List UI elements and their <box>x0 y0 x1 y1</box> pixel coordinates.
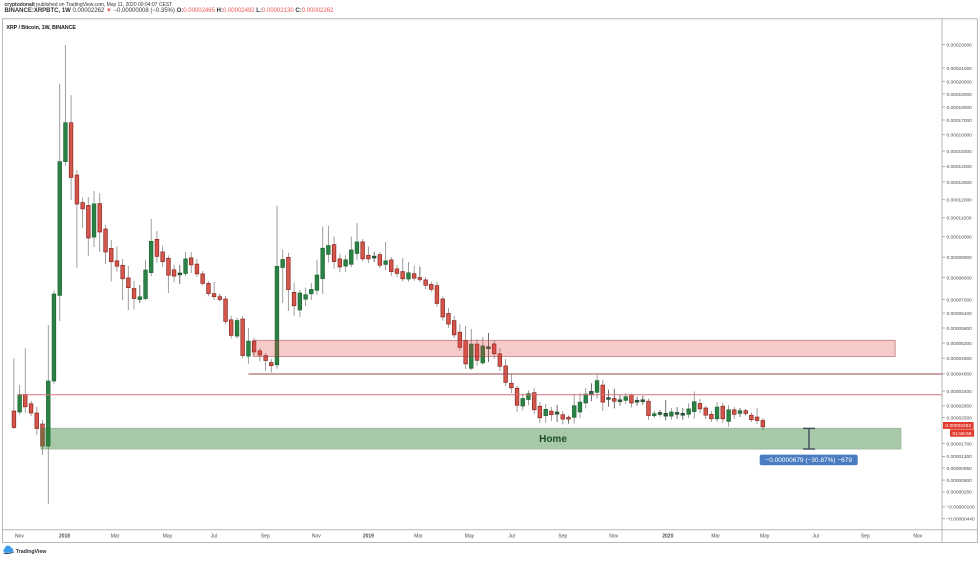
svg-text:TradingView: TradingView <box>16 549 47 555</box>
svg-text:0.00011000: 0.00011000 <box>947 216 972 222</box>
svg-text:0.00019000: 0.00019000 <box>947 92 973 98</box>
svg-text:BINANCE:XRPBTC, 1W 0.00002262: BINANCE:XRPBTC, 1W 0.00002262 ▼ −0.00000… <box>5 8 335 14</box>
svg-text:cryptodonalt published on Trad: cryptodonalt published on TradingView.co… <box>5 2 173 8</box>
svg-text:0.00000250: 0.00000250 <box>947 490 973 496</box>
svg-text:0.00003400: 0.00003400 <box>947 389 973 395</box>
svg-text:Jul: Jul <box>211 534 217 540</box>
svg-text:0.00013000: 0.00013000 <box>947 180 973 186</box>
svg-text:0.00021000: 0.00021000 <box>947 66 973 72</box>
svg-text:−0.00000440: −0.00000440 <box>947 517 975 523</box>
svg-text:Mar: Mar <box>111 534 120 540</box>
svg-text:0.00007000: 0.00007000 <box>947 297 973 303</box>
svg-text:0.00012000: 0.00012000 <box>947 198 973 204</box>
svg-text:XRP / Bitcoin, 1W, BINANCE: XRP / Bitcoin, 1W, BINANCE <box>6 25 76 31</box>
svg-text:Nov: Nov <box>312 534 321 540</box>
svg-text:Nov: Nov <box>609 534 618 540</box>
svg-text:0.00009000: 0.00009000 <box>947 255 973 261</box>
svg-text:May: May <box>163 534 173 540</box>
svg-text:Nov: Nov <box>15 534 24 540</box>
svg-text:Mar: Mar <box>711 534 720 540</box>
svg-text:0.00004600: 0.00004600 <box>947 356 973 362</box>
svg-text:0.00000950: 0.00000950 <box>947 466 973 472</box>
svg-text:2019: 2019 <box>363 534 374 540</box>
svg-text:0.00002262: 0.00002262 <box>945 423 971 429</box>
svg-text:Sep: Sep <box>558 534 567 540</box>
svg-text:0.00020000: 0.00020000 <box>947 79 973 85</box>
svg-text:0.00004000: 0.00004000 <box>947 372 973 378</box>
svg-text:Sep: Sep <box>861 534 870 540</box>
svg-text:0.00018000: 0.00018000 <box>947 105 973 111</box>
svg-text:0.00002900: 0.00002900 <box>947 404 973 410</box>
svg-text:0.00010000: 0.00010000 <box>947 235 973 241</box>
svg-text:May: May <box>760 534 770 540</box>
svg-text:0.00000600: 0.00000600 <box>947 478 973 484</box>
svg-text:0.00008000: 0.00008000 <box>947 275 973 281</box>
svg-text:2020: 2020 <box>662 534 673 540</box>
svg-text:−0.00000679 (−30.87%) −679: −0.00000679 (−30.87%) −679 <box>765 457 852 464</box>
svg-text:0.00017000: 0.00017000 <box>947 118 973 124</box>
svg-text:0.00005200: 0.00005200 <box>947 341 973 347</box>
svg-text:0.00001300: 0.00001300 <box>947 454 973 460</box>
svg-text:May: May <box>465 534 475 540</box>
svg-text:Home: Home <box>539 434 567 445</box>
svg-text:Sep: Sep <box>261 534 270 540</box>
svg-text:0.00023000: 0.00023000 <box>947 42 973 48</box>
svg-text:0.00006400: 0.00006400 <box>947 311 973 317</box>
svg-text:0.00001700: 0.00001700 <box>947 441 973 447</box>
svg-text:Mar: Mar <box>414 534 423 540</box>
svg-text:2018: 2018 <box>59 534 70 540</box>
svg-text:Nov: Nov <box>913 534 922 540</box>
svg-text:0.00005800: 0.00005800 <box>947 326 973 332</box>
svg-text:0.00014000: 0.00014000 <box>947 164 973 170</box>
svg-text:Jul: Jul <box>508 534 514 540</box>
svg-text:0.00002500: 0.00002500 <box>947 415 973 421</box>
svg-text:−0.00000100: −0.00000100 <box>947 505 975 511</box>
svg-text:0.00016000: 0.00016000 <box>947 132 973 138</box>
svg-text:Jul: Jul <box>812 534 818 540</box>
svg-text:01:55:56: 01:55:56 <box>952 431 971 437</box>
svg-text:0.00015000: 0.00015000 <box>947 149 973 155</box>
